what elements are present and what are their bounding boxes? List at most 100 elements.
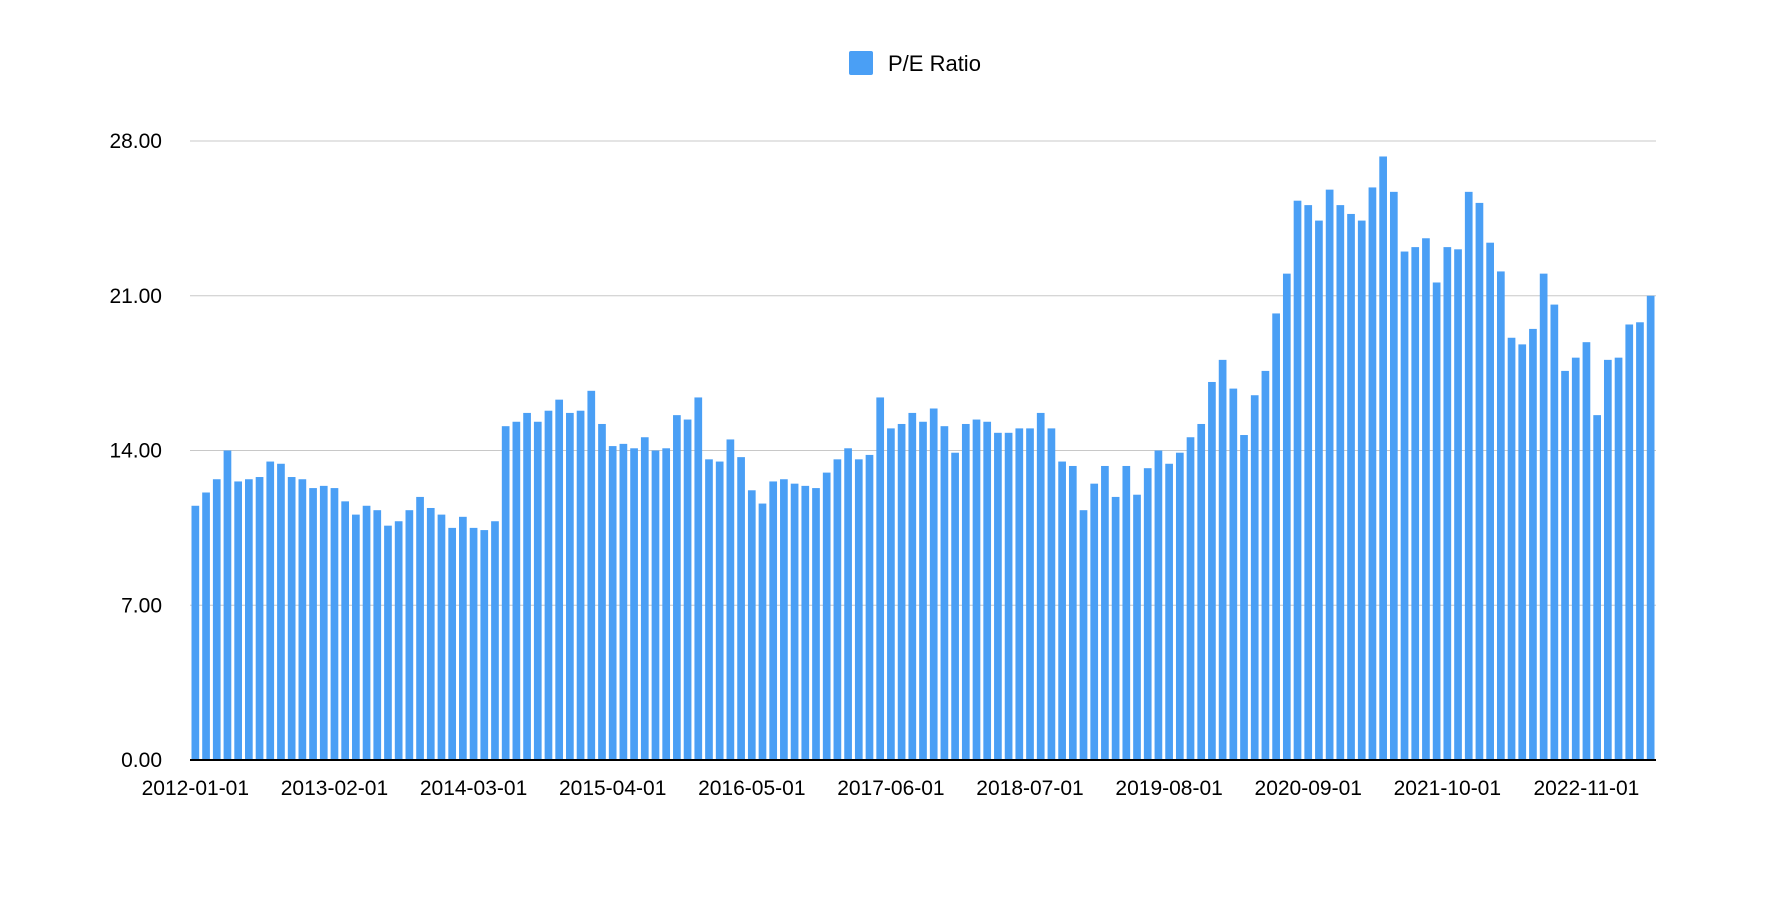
bar: [298, 479, 307, 760]
x-tick-label: 2015-04-01: [559, 777, 666, 800]
bar: [1486, 242, 1494, 760]
bar: [437, 514, 446, 760]
bar: [1432, 282, 1441, 760]
bar: [1090, 483, 1099, 760]
bar: [373, 510, 382, 760]
bar: [1208, 381, 1216, 760]
bar: [555, 399, 564, 760]
bar: [726, 439, 735, 760]
bar: [394, 521, 403, 760]
bar: [1550, 304, 1559, 760]
bar: [737, 457, 745, 760]
bar: [1101, 465, 1109, 760]
bar: [1336, 205, 1345, 761]
bar: [983, 421, 992, 760]
y-tick-label: 0.00: [121, 749, 162, 772]
x-tick-label: 2022-11-01: [1534, 777, 1640, 800]
bar: [619, 443, 628, 760]
bar: [1368, 187, 1377, 760]
bar: [1357, 220, 1366, 761]
bar: [1282, 273, 1291, 760]
bar: [384, 525, 392, 760]
y-tick-label: 14.00: [109, 440, 162, 463]
bar: [1496, 271, 1505, 760]
bar: [994, 432, 1002, 760]
bar: [662, 448, 671, 760]
bar: [330, 488, 339, 760]
bar: [790, 483, 799, 760]
bar: [587, 390, 596, 760]
bar: [1475, 202, 1484, 760]
bar: [1165, 463, 1173, 760]
bar: [640, 437, 649, 760]
y-tick-label: 7.00: [121, 594, 162, 617]
bar: [287, 477, 296, 760]
x-tick-label: 2019-08-01: [1115, 777, 1222, 800]
x-tick-label: 2021-10-01: [1394, 777, 1501, 800]
x-tick-label: 2017-06-01: [837, 777, 944, 800]
bar: [1133, 494, 1141, 760]
bar: [972, 419, 981, 760]
bar: [887, 428, 895, 760]
bar: [929, 408, 938, 760]
bar: [919, 421, 927, 760]
bar: [1079, 510, 1088, 760]
bar: [277, 463, 285, 760]
bar: [1636, 322, 1644, 760]
bar: [191, 505, 200, 760]
bar: [1529, 328, 1537, 760]
bar: [940, 426, 949, 760]
bar: [673, 415, 681, 760]
bar: [255, 477, 264, 760]
bar: [1047, 428, 1056, 760]
bar: [576, 410, 585, 760]
bar: [1261, 370, 1270, 760]
bar: [1582, 342, 1591, 760]
bar: [1411, 247, 1420, 761]
bar: [212, 479, 221, 760]
bar: [598, 423, 606, 760]
bar: [1422, 238, 1430, 760]
bar: [844, 448, 852, 760]
y-tick-labels: 0.00 7.00 14.00 21.00 28.00: [109, 130, 162, 772]
bar: [1325, 189, 1334, 760]
bar: [202, 492, 210, 760]
bar: [416, 496, 424, 760]
bar: [651, 450, 660, 760]
bar: [491, 521, 499, 760]
bar: [833, 459, 842, 760]
x-tick-label: 2013-02-01: [281, 777, 388, 800]
bar: [1036, 412, 1045, 760]
x-tick-label: 2014-03-01: [420, 777, 527, 800]
bar: [1593, 415, 1601, 760]
bar: [1218, 359, 1227, 760]
bar: [1058, 461, 1066, 760]
bar: [705, 459, 713, 760]
bar: [630, 448, 638, 760]
bar: [448, 527, 457, 761]
bar: [812, 488, 820, 760]
y-tick-label: 28.00: [109, 130, 162, 153]
bar: [1603, 359, 1612, 760]
bar: [1518, 344, 1527, 760]
bar: [1293, 200, 1302, 760]
bars: [191, 156, 1655, 761]
bar: [1015, 428, 1024, 760]
bar: [469, 527, 478, 761]
bar: [822, 472, 831, 760]
bar: [1614, 357, 1623, 760]
legend-label: P/E Ratio: [888, 51, 981, 76]
x-tick-labels: 2012-01-01 2013-02-01 2014-03-01 2015-04-01…: [142, 777, 1640, 800]
bar: [897, 423, 906, 760]
bar: [1625, 324, 1634, 760]
bar: [459, 516, 467, 760]
bar: [566, 412, 574, 760]
bar: [234, 481, 242, 760]
bar: [1250, 395, 1259, 760]
bar: [758, 503, 767, 760]
bar: [1315, 220, 1323, 761]
x-tick-label: 2018-07-01: [976, 777, 1083, 800]
x-tick-label: 2012-01-01: [142, 777, 249, 800]
bar: [747, 490, 756, 760]
